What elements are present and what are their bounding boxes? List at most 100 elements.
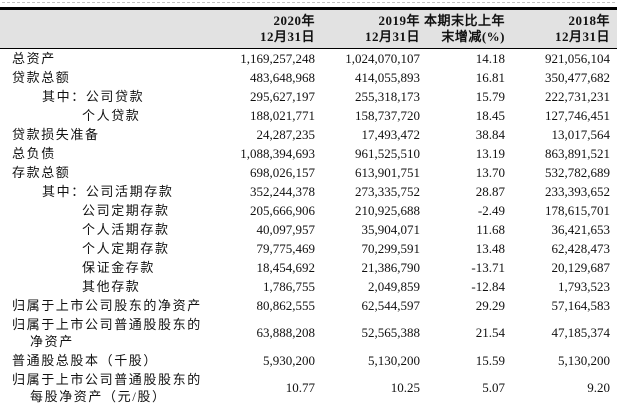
header-cell-2020: 2020年 12月31日 xyxy=(205,8,317,49)
value-2020: 24,287,235 xyxy=(256,127,316,142)
value-2019: 35,904,071 xyxy=(361,222,421,237)
value-2019: 52,565,388 xyxy=(361,325,421,340)
header-2020-year: 2020年 xyxy=(273,13,315,28)
value-2018: 57,164,583 xyxy=(551,298,611,313)
value-2019: 613,901,751 xyxy=(355,165,420,180)
value-2018: 222,731,231 xyxy=(545,89,610,104)
value-2020: 483,648,968 xyxy=(250,70,315,85)
value-change-pct: 13.70 xyxy=(475,165,505,180)
among-which-prefix: 其中： xyxy=(42,184,86,199)
metric-label-text: 公司活期存款 xyxy=(85,184,174,199)
header-cell-metric xyxy=(0,8,205,49)
value-change-pct: 18.45 xyxy=(475,108,505,123)
value-2020: 40,097,957 xyxy=(256,222,316,237)
value-2018: 13,017,564 xyxy=(551,127,611,142)
value-2020: 205,666,906 xyxy=(250,203,315,218)
value-2018: 921,056,104 xyxy=(545,51,610,66)
table-row: 公司定期存款 205,666,906 210,925,688 -2.49 178,615… xyxy=(0,201,617,220)
value-2019: 158,737,720 xyxy=(355,108,420,123)
value-2018: 5,130,200 xyxy=(558,353,610,368)
metric-label-line1: 归属于上市公司普通股股东的 xyxy=(12,317,202,332)
table-row: 保证金存款 18,454,692 21,386,790 -13.71 20,129,68… xyxy=(0,258,617,277)
metric-label-text: 个人贷款 xyxy=(82,108,141,123)
value-change-pct: 28.87 xyxy=(475,184,505,199)
value-change-pct: 15.59 xyxy=(475,353,505,368)
value-2018: 9.20 xyxy=(587,380,610,395)
metric-label-line2: 每股净资产（元/股） xyxy=(30,389,167,404)
metric-label: 普通股总股本（千股） xyxy=(12,353,159,368)
metric-label-text: 其他存款 xyxy=(82,279,141,294)
table-row: 贷款总额 483,648,968 414,055,893 16.81 350,477,6… xyxy=(0,68,617,87)
header-change-line2: 末增减(%) xyxy=(441,29,505,44)
value-2019: 210,925,688 xyxy=(355,203,420,218)
header-2020-date: 12月31日 xyxy=(259,29,315,44)
cropped-table-edge-divider xyxy=(2,2,615,7)
metric-label-text: 个人定期存款 xyxy=(82,241,170,256)
metric-label: 贷款损失准备 xyxy=(12,127,100,142)
table-row: 个人定期存款 79,775,469 70,299,591 13.48 62,428,47… xyxy=(0,239,617,258)
value-change-pct: 21.54 xyxy=(475,325,505,340)
value-change-pct: -12.84 xyxy=(471,279,505,294)
metric-label: 公司定期存款 xyxy=(0,201,205,220)
metric-label: 保证金存款 xyxy=(0,258,205,277)
table-body: 总资产 1,169,257,248 1,024,070,107 14.18 921,05… xyxy=(0,49,617,405)
table-row: 贷款损失准备 24,287,235 17,493,472 38.84 13,017,56… xyxy=(0,125,617,144)
value-2019: 62,544,597 xyxy=(361,298,421,313)
value-2018: 36,421,653 xyxy=(551,222,611,237)
value-2019: 5,130,200 xyxy=(368,353,420,368)
value-2018: 1,793,523 xyxy=(558,279,610,294)
value-change-pct: 11.68 xyxy=(476,222,505,237)
metric-label: 归属于上市公司普通股股东的 净资产 xyxy=(0,315,205,351)
header-2018-year: 2018年 xyxy=(568,13,610,28)
value-change-pct: 38.84 xyxy=(475,127,505,142)
header-2018-date: 12月31日 xyxy=(554,29,610,44)
value-2018: 863,891,521 xyxy=(545,146,610,161)
table-header: 2020年 12月31日 2019年 12月31日 本期末比上年 末增减(%) … xyxy=(0,8,617,49)
metric-label-text: 公司定期存款 xyxy=(82,203,170,218)
metric-label: 个人定期存款 xyxy=(0,239,205,258)
value-2020: 352,244,378 xyxy=(250,184,315,199)
metric-label: 归属于上市公司股东的净资产 xyxy=(12,298,202,313)
value-2018: 532,782,689 xyxy=(545,165,610,180)
value-2019: 1,024,070,107 xyxy=(345,51,420,66)
value-2018: 127,746,451 xyxy=(545,108,610,123)
table-row: 个人活期存款 40,097,957 35,904,071 11.68 36,421,65… xyxy=(0,220,617,239)
value-change-pct: 5.07 xyxy=(482,380,505,395)
value-change-pct: 13.48 xyxy=(475,241,505,256)
metric-label: 总负债 xyxy=(12,146,56,161)
value-change-pct: 13.19 xyxy=(475,146,505,161)
header-change-line1: 本期末比上年 xyxy=(423,13,505,28)
header-cell-2018: 2018年 12月31日 xyxy=(507,8,617,49)
metric-label: 个人活期存款 xyxy=(0,220,205,239)
metric-label: 个人贷款 xyxy=(0,106,205,125)
value-2020: 188,021,771 xyxy=(250,108,315,123)
header-cell-change-pct: 本期末比上年 末增减(%) xyxy=(422,8,507,49)
value-change-pct: 15.79 xyxy=(475,89,505,104)
value-2020: 1,786,755 xyxy=(263,279,315,294)
value-2018: 62,428,473 xyxy=(551,241,611,256)
value-2019: 255,318,173 xyxy=(355,89,420,104)
value-2020: 63,888,208 xyxy=(256,325,316,340)
header-cell-2019: 2019年 12月31日 xyxy=(317,8,422,49)
value-2019: 70,299,591 xyxy=(361,241,421,256)
value-2019: 414,055,893 xyxy=(355,70,420,85)
value-2018: 178,615,701 xyxy=(545,203,610,218)
table-row: 普通股总股本（千股） 5,930,200 5,130,200 15.59 5,130,2… xyxy=(0,351,617,370)
metric-label: 归属于上市公司普通股股东的 每股净资产（元/股） xyxy=(0,370,205,405)
table-row: 总资产 1,169,257,248 1,024,070,107 14.18 921,05… xyxy=(0,49,617,69)
value-2018: 20,129,687 xyxy=(551,260,611,275)
value-2020: 1,088,394,693 xyxy=(240,146,315,161)
value-2020: 10.77 xyxy=(285,380,315,395)
table-row: 归属于上市公司普通股股东的 净资产 63,888,208 52,565,388 21.5… xyxy=(0,315,617,351)
value-change-pct: 16.81 xyxy=(475,70,505,85)
table-row: 个人贷款 188,021,771 158,737,720 18.45 127,746,4… xyxy=(0,106,617,125)
value-2020: 79,775,469 xyxy=(256,241,316,256)
metric-label: 存款总额 xyxy=(12,165,71,180)
value-2019: 10.25 xyxy=(390,380,420,395)
value-2020: 295,627,197 xyxy=(250,89,315,104)
metric-label-text: 保证金存款 xyxy=(82,260,156,275)
metric-label-text: 个人活期存款 xyxy=(82,222,170,237)
value-2020: 80,862,555 xyxy=(256,298,316,313)
value-2019: 21,386,790 xyxy=(361,260,421,275)
